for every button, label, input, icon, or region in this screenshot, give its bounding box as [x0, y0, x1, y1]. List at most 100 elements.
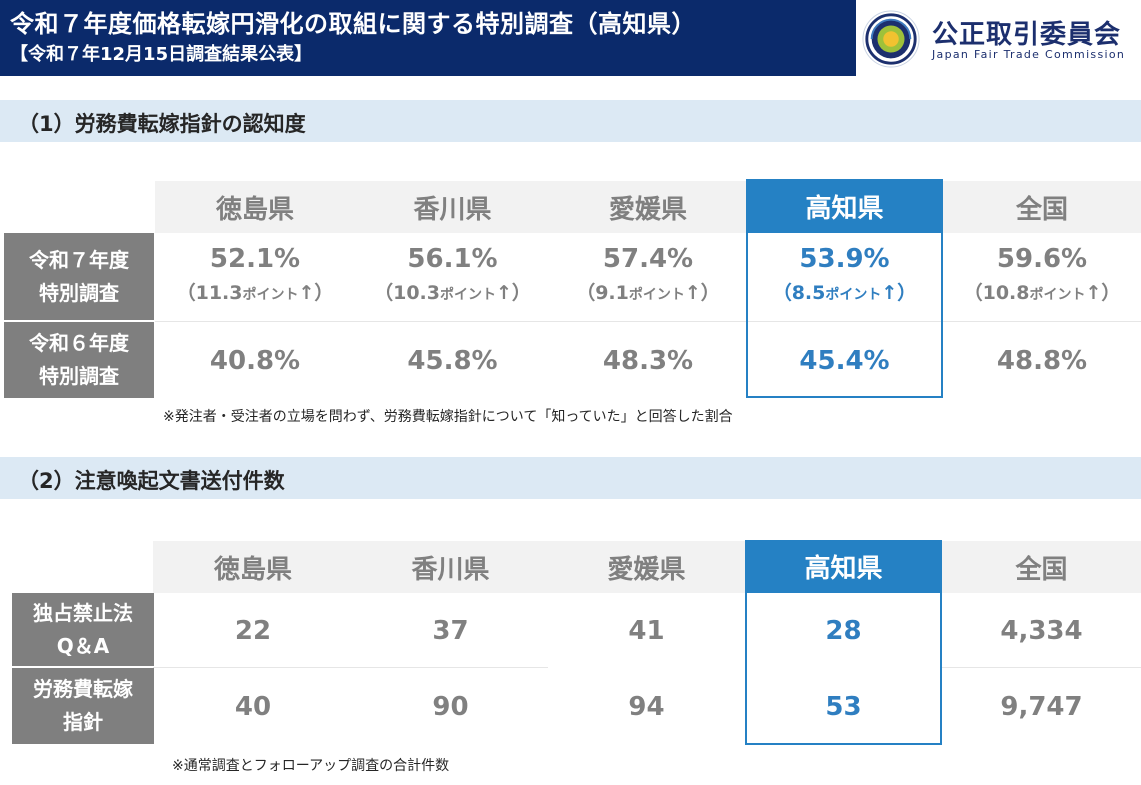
section-2-heading: （2）注意喚起文書送付件数	[0, 457, 1141, 499]
table2-cell-highlight: 28	[745, 595, 942, 667]
table2-header-tokushima: 徳島県	[153, 541, 353, 593]
percent-value: 59.6%	[996, 244, 1088, 274]
count-value: 37	[432, 616, 469, 646]
table1-header-kagawa: 香川県	[355, 181, 550, 233]
point-change: （9.1ポイント↑）	[576, 275, 720, 313]
table1-cell: 52.1% （11.3ポイント↑）	[155, 236, 355, 320]
table2-footnote: ※通常調査とフォローアップ調査の合計件数	[172, 758, 450, 774]
count-value: 28	[825, 616, 862, 646]
table2-cell: 90	[353, 669, 548, 744]
table1-header-tokushima: 徳島県	[155, 181, 355, 233]
page-title: 令和７年度価格転嫁円滑化の取組に関する特別調査（高知県）	[10, 10, 696, 38]
paren-open: （	[576, 282, 596, 304]
count-value: 4,334	[1000, 616, 1083, 646]
section-1-heading: （1）労務費転嫁指針の認知度	[0, 100, 1141, 142]
count-value: 40	[234, 691, 272, 722]
paren-open: （	[963, 282, 983, 304]
row-label-line: 指針	[63, 710, 103, 734]
table2-cell-highlight: 53	[745, 669, 942, 744]
table1-footnote: ※発注者・受注者の立場を問わず、労務費転嫁指針について「知っていた」と回答した割…	[163, 409, 733, 425]
table1-header-ehime: 愛媛県	[550, 181, 746, 233]
table1-cell: 45.8%	[355, 323, 550, 398]
count-value: 53	[825, 691, 862, 722]
paren-close: ↑）	[684, 282, 720, 304]
row-label-line: 労務費転嫁	[33, 677, 133, 701]
table1-cell: 56.1% （10.3ポイント↑）	[355, 236, 550, 320]
change-value: 10.3	[393, 282, 440, 304]
section-1-title: （1）労務費転嫁指針の認知度	[18, 112, 306, 136]
row-label-line: 特別調査	[39, 280, 119, 305]
table1-cell: 57.4% （9.1ポイント↑）	[550, 236, 746, 320]
jftc-logo: 公正取引委員会 Japan Fair Trade Commission	[860, 6, 1135, 68]
change-value: 9.1	[595, 282, 629, 304]
change-value: 10.8	[982, 282, 1030, 304]
table2-header-national: 全国	[942, 541, 1141, 593]
table2-cell: 41	[548, 595, 745, 667]
jftc-emblem-icon	[862, 10, 920, 68]
table2-cell: 37	[353, 595, 548, 667]
table2-cell: 9,747	[942, 669, 1141, 744]
percent-value: 45.4%	[799, 345, 890, 376]
logo-english-name: Japan Fair Trade Commission	[932, 48, 1126, 61]
table1-cell: 59.6% （10.8ポイント↑）	[943, 236, 1141, 320]
table1-cell: 48.3%	[550, 323, 746, 398]
table2-row-divider	[153, 667, 548, 668]
table1-cell: 40.8%	[155, 323, 355, 398]
table2-row-label-labor-cost-guideline: 労務費転嫁 指針	[12, 668, 154, 744]
table2-header-kochi: 高知県	[745, 540, 942, 593]
row-label-line: 令和６年度	[29, 331, 129, 355]
count-value: 9,747	[1000, 691, 1083, 722]
table1-header-national: 全国	[943, 181, 1141, 233]
change-unit: ポイント	[439, 287, 496, 303]
paren-open: （	[374, 282, 394, 304]
section-2-title: （2）注意喚起文書送付件数	[18, 469, 285, 493]
page-subtitle: 【令和７年12月15日調査結果公表】	[10, 44, 313, 65]
paren-open: （	[176, 282, 196, 304]
change-unit: ポイント	[825, 287, 882, 303]
percent-value: 48.8%	[996, 345, 1088, 376]
table2-header-ehime: 愛媛県	[548, 541, 745, 593]
paren-close: ↑）	[495, 282, 531, 304]
percent-value: 45.8%	[407, 345, 498, 376]
point-change: （10.8ポイント↑）	[964, 275, 1121, 313]
table2-header-kagawa: 香川県	[353, 541, 548, 593]
row-label-line: 特別調査	[39, 364, 119, 388]
table2-cell: 22	[153, 595, 353, 667]
table1-header-kochi: 高知県	[746, 179, 943, 233]
count-value: 94	[628, 691, 665, 722]
percent-value: 48.3%	[602, 345, 694, 376]
paren-open: （	[772, 282, 792, 304]
percent-value: 52.1%	[209, 244, 301, 274]
paren-close: ↑）	[298, 282, 334, 304]
table1-row-label-r6: 令和６年度 特別調査	[4, 322, 154, 398]
percent-value: 56.1%	[407, 244, 498, 274]
count-value: 22	[234, 616, 272, 646]
change-value: 11.3	[195, 282, 243, 304]
point-change: （10.3ポイント↑）	[374, 275, 531, 313]
percent-value: 40.8%	[209, 345, 301, 376]
row-label-line: 令和７年度	[29, 247, 129, 272]
count-value: 41	[628, 616, 665, 646]
table1-row-divider	[155, 321, 1141, 322]
count-value: 90	[432, 691, 469, 722]
row-label-line: 独占禁止法	[33, 600, 133, 625]
percent-value: 53.9%	[799, 244, 890, 274]
table2-cell: 4,334	[942, 595, 1141, 667]
table2-cell: 94	[548, 669, 745, 744]
table2-row-label-antimonopoly-qa: 独占禁止法 Q＆A	[12, 593, 154, 666]
change-value: 8.5	[791, 282, 826, 304]
paren-close: ↑）	[881, 282, 917, 304]
logo-name: 公正取引委員会	[932, 20, 1122, 50]
table1-cell-highlight: 53.9% （8.5ポイント↑）	[746, 236, 943, 320]
percent-value: 57.4%	[602, 244, 694, 274]
table1-row-label-r7: 令和７年度 特別調査	[4, 233, 154, 320]
table1-cell-highlight: 45.4%	[746, 323, 943, 398]
change-unit: ポイント	[628, 287, 685, 303]
table1-cell: 48.8%	[943, 323, 1141, 398]
row-label-line: Q＆A	[56, 633, 110, 658]
title-bar: 令和７年度価格転嫁円滑化の取組に関する特別調査（高知県） 【令和７年12月15日…	[0, 0, 856, 76]
point-change: （11.3ポイント↑）	[177, 275, 334, 313]
table2-cell: 40	[153, 669, 353, 744]
point-change: （8.5ポイント↑）	[773, 275, 917, 313]
table2-row-divider	[942, 667, 1141, 668]
